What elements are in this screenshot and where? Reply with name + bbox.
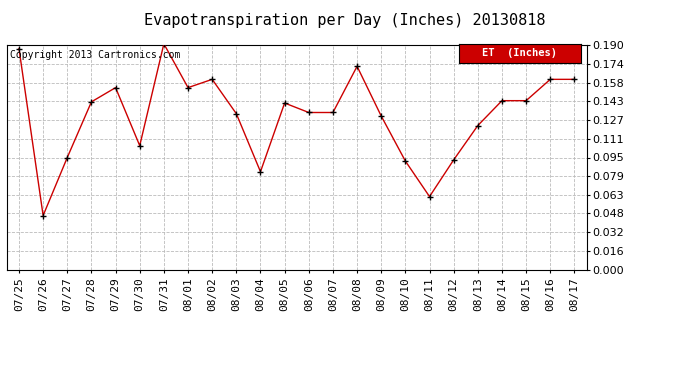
Text: Copyright 2013 Cartronics.com: Copyright 2013 Cartronics.com — [10, 50, 180, 60]
Text: Evapotranspiration per Day (Inches) 20130818: Evapotranspiration per Day (Inches) 2013… — [144, 13, 546, 28]
